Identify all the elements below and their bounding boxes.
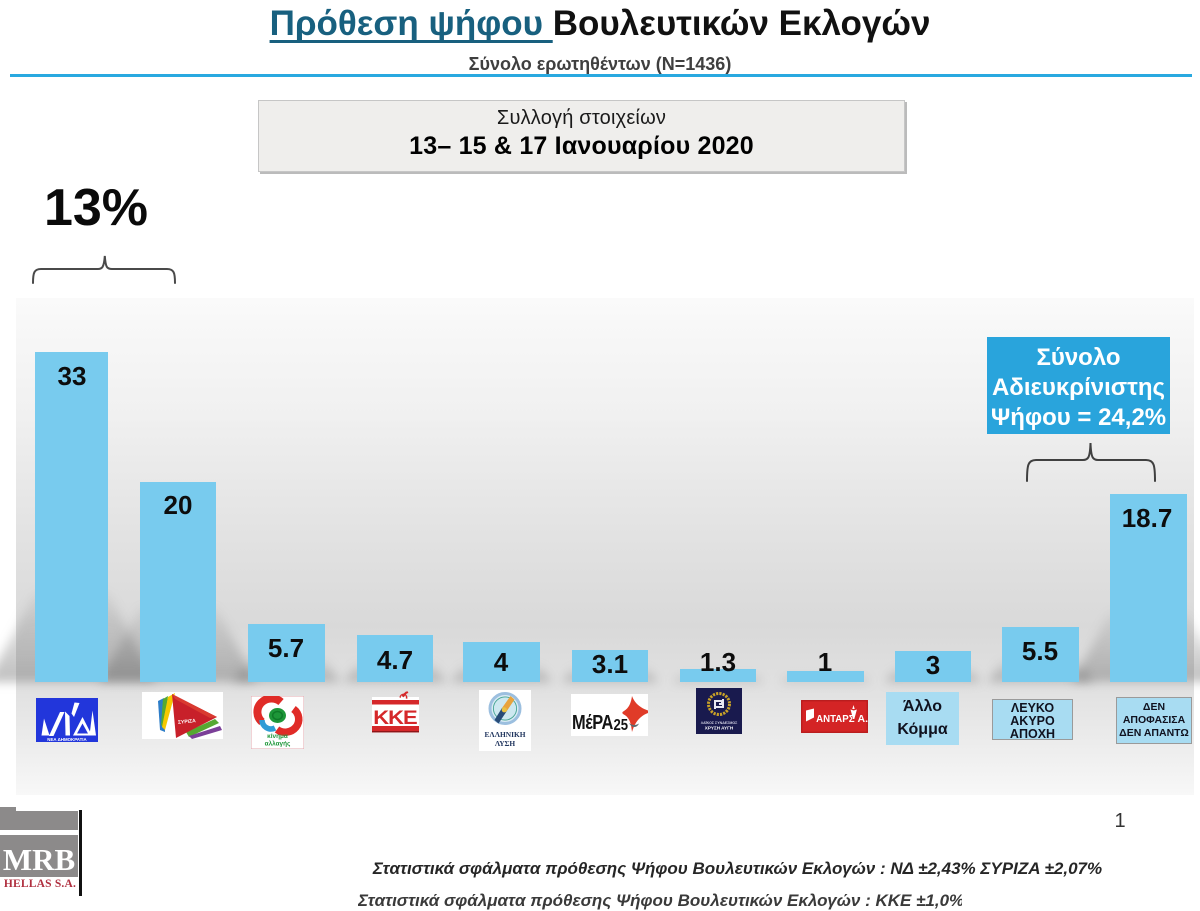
svg-text:ΛΥΣΗ: ΛΥΣΗ [495, 739, 516, 748]
svg-text:ΝΕΑ ΔΗΜΟΚΡΑΤΙΑ: ΝΕΑ ΔΗΜΟΚΡΑΤΙΑ [47, 737, 87, 742]
svg-text:αλλαγής: αλλαγής [265, 740, 291, 748]
svg-text:ΑΝΤΑΡΣ: ΑΝΤΑΡΣ [816, 714, 854, 725]
svg-text:ΕΛΛΗΝΙΚΗ: ΕΛΛΗΝΙΚΗ [485, 730, 526, 739]
svg-text:ΧΡΥΣΗ ΑΥΓΗ: ΧΡΥΣΗ ΑΥΓΗ [705, 726, 734, 731]
svg-text:κίνημα: κίνημα [267, 733, 288, 740]
svg-text:Α.: Α. [858, 713, 869, 725]
svg-text:ΜέΡΑ: ΜέΡΑ [572, 710, 613, 733]
svg-text:25: 25 [614, 717, 629, 734]
svg-text:ΣΥΡΙΖΑ: ΣΥΡΙΖΑ [178, 718, 197, 726]
svg-text:ΛΑΪΚΟΣ ΣΥΝΔΕΣΜΟΣ: ΛΑΪΚΟΣ ΣΥΝΔΕΣΜΟΣ [701, 721, 738, 725]
svg-text:KKE: KKE [373, 707, 417, 729]
